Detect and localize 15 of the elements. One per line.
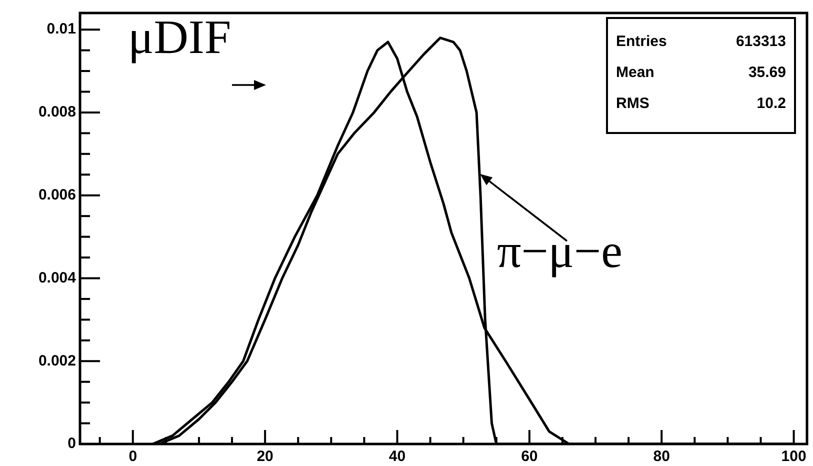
legend-label: μDIF bbox=[128, 11, 232, 64]
x-tick-label: 0 bbox=[128, 448, 138, 466]
x-tick-label: 60 bbox=[521, 448, 538, 466]
y-tick-label: 0 bbox=[68, 435, 76, 452]
y-tick-label: 0.006 bbox=[38, 186, 76, 204]
y-tick-label: 0.008 bbox=[38, 104, 76, 121]
legend-label: π−μ−e bbox=[497, 225, 622, 278]
info-box: Entries 613313 Mean 35.69 RMS 10.2 bbox=[606, 17, 796, 134]
y-tick-label: 0.004 bbox=[38, 269, 77, 286]
x-tick-label: 100 bbox=[781, 448, 806, 466]
x-tick-label: 40 bbox=[388, 448, 406, 466]
y-tick-label: 0.002 bbox=[38, 352, 76, 370]
x-tick-label: 20 bbox=[256, 448, 274, 466]
x-tick-label: 80 bbox=[653, 448, 670, 466]
y-tick-label: 0.01 bbox=[46, 20, 76, 38]
